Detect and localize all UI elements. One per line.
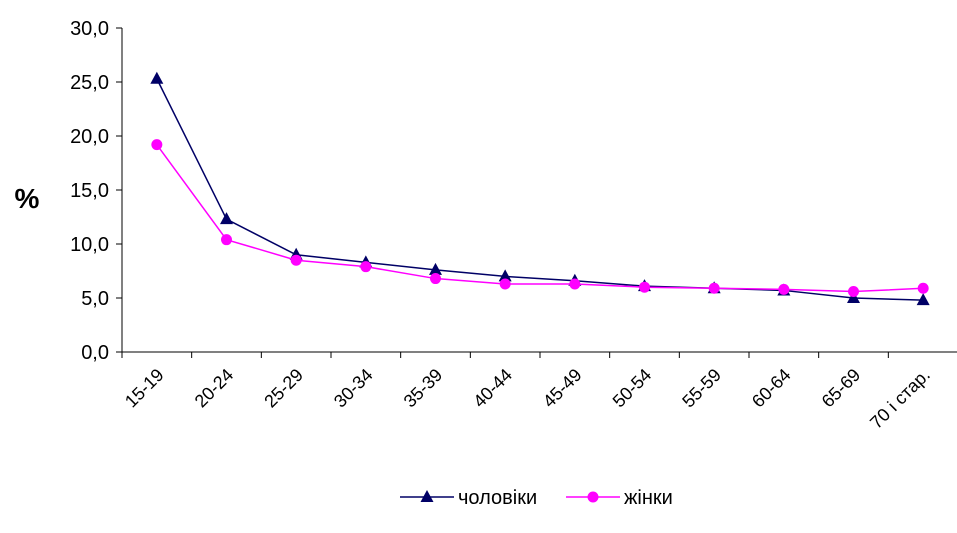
y-ticks: 0,0 5,0 10,0 15,0 20,0 25,0 30,0 (70, 18, 122, 364)
data-point (290, 254, 302, 266)
x-tick-label: 70 і стар. (866, 365, 934, 433)
y-tick-label: 15,0 (70, 180, 109, 202)
data-point (220, 212, 233, 225)
x-tick-label: 60-64 (748, 365, 795, 412)
x-ticks: 15-19 20-24 25-29 30-34 35-39 40-44 45-49 50-54… (121, 352, 934, 433)
x-tick-label: 55-59 (678, 365, 725, 412)
legend: чоловіки жінки (400, 487, 673, 509)
axes (121, 28, 957, 353)
y-tick-label: 0,0 (81, 342, 109, 364)
data-point (916, 293, 930, 306)
data-point (499, 278, 511, 290)
data-point (848, 286, 859, 298)
y-tick-label: 30,0 (70, 18, 109, 40)
series-line (156, 78, 924, 301)
x-tick-label: 20-24 (191, 365, 238, 412)
data-point (708, 282, 720, 294)
x-tick-label: 50-54 (609, 365, 656, 412)
series-layer (150, 71, 930, 306)
data-point (569, 278, 581, 290)
data-point (430, 273, 441, 285)
data-point (917, 282, 929, 294)
y-tick-label: 25,0 (70, 72, 109, 94)
legend-marker (420, 490, 434, 502)
legend-item: жінки (566, 487, 673, 509)
legend-label: чоловіки (458, 487, 537, 509)
data-point (498, 269, 512, 282)
data-point (778, 283, 790, 295)
x-tick-label: 35-39 (400, 365, 447, 412)
x-tick-label: 40-44 (469, 365, 516, 412)
x-tick-label: 45-49 (539, 365, 586, 412)
x-tick-label: 25-29 (260, 365, 307, 412)
legend-marker (587, 491, 599, 503)
data-point (429, 262, 442, 275)
x-tick-label: 65-69 (818, 365, 865, 412)
y-tick-label: 10,0 (70, 234, 109, 256)
data-point (221, 234, 232, 246)
y-axis-label: % (15, 183, 40, 214)
data-point (150, 71, 164, 84)
x-tick-label: 30-34 (330, 365, 377, 412)
series-1 (150, 71, 930, 306)
data-point (360, 261, 372, 273)
legend-item: чоловіки (400, 487, 537, 509)
legend-label: жінки (624, 487, 673, 509)
data-point (639, 281, 650, 293)
x-tick-label: 15-19 (121, 365, 168, 412)
y-tick-label: 5,0 (81, 288, 109, 310)
y-tick-label: 20,0 (70, 126, 109, 148)
data-point (151, 139, 163, 151)
series-2 (151, 139, 929, 298)
series-line (156, 144, 924, 293)
